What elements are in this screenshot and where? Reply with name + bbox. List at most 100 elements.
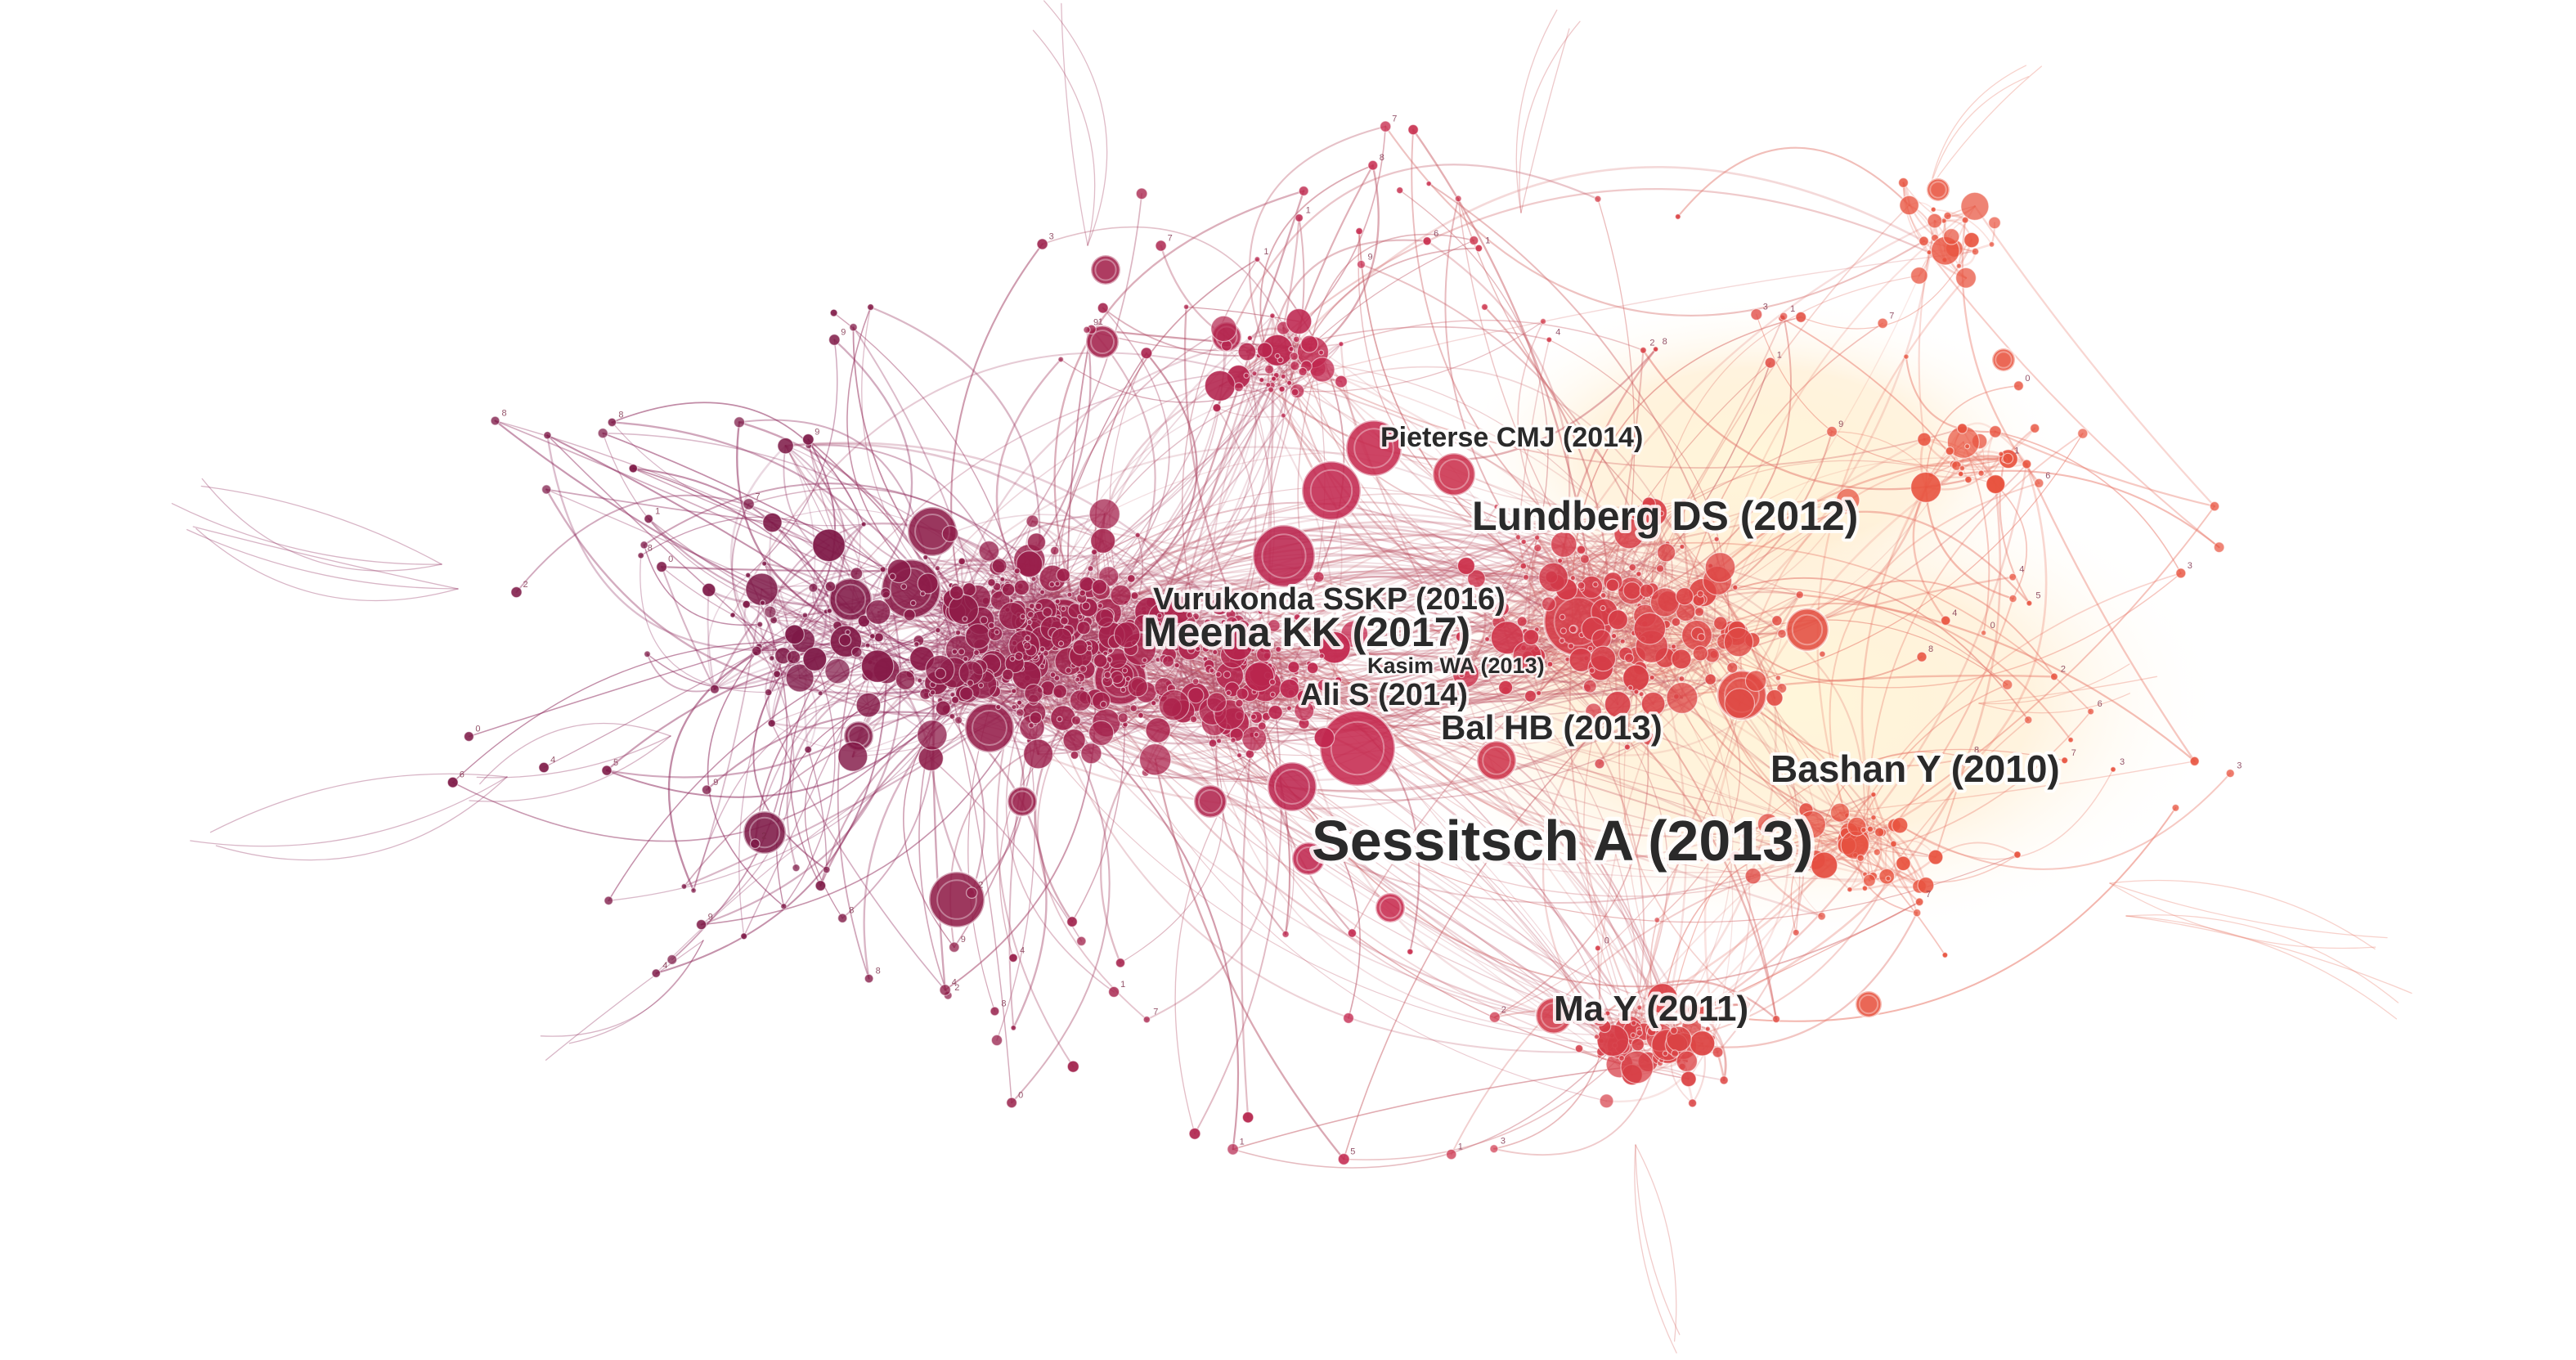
network-node: [962, 616, 968, 622]
label-bashan: Bashan Y (2010): [1770, 747, 2060, 790]
network-node: [764, 688, 773, 697]
network-node: [838, 633, 852, 647]
node-index-mark: 3: [2188, 561, 2192, 571]
citation-edge: [1317, 463, 2028, 667]
network-node: [1874, 827, 1885, 837]
citation-edge: [1225, 164, 1600, 347]
citation-edge: [545, 488, 827, 613]
network-node: [1008, 953, 1018, 963]
network-node: [1675, 1003, 1690, 1017]
network-node: [1963, 231, 1980, 249]
node-index-mark: 2: [2061, 664, 2066, 674]
network-node: [1592, 581, 1599, 588]
citation-edge: [1214, 722, 1295, 935]
network-node: [1295, 213, 1304, 222]
network-node: [1270, 375, 1277, 382]
citation-edge: [1274, 677, 1340, 713]
citation-edge: [1493, 1008, 1709, 1030]
network-node: [994, 629, 1000, 635]
network-node: [1306, 662, 1319, 675]
hub-node: [828, 577, 873, 622]
network-node: [900, 583, 908, 590]
citation-edge: [1649, 635, 1687, 1039]
network-node: [1567, 642, 1575, 650]
network-node: [1928, 849, 1944, 865]
hub-node-ring: [1261, 533, 1307, 579]
citation-edge: [1493, 1051, 1602, 1150]
network-node: [865, 599, 891, 625]
citation-edge: [171, 503, 442, 565]
network-node: [1988, 216, 2001, 230]
network-node: [951, 649, 958, 655]
node-index-mark: 2: [761, 832, 766, 842]
network-node: [1013, 579, 1030, 596]
citation-edge: [950, 243, 1043, 611]
network-node: [2002, 452, 2014, 465]
network-node: [1090, 527, 1116, 554]
hub-node: [1374, 891, 1407, 924]
network-node: [1407, 123, 1419, 136]
citation-edge: [1644, 615, 1936, 858]
citation-edge: [1838, 811, 1928, 886]
network-node: [1201, 644, 1210, 653]
network-node: [1097, 302, 1109, 314]
network-node: [1189, 715, 1198, 724]
citation-edge: [700, 568, 902, 926]
network-node: [1631, 514, 1637, 520]
network-node: [637, 551, 645, 559]
citation-edge: [1317, 576, 1640, 1030]
hub-node-ring: [1482, 746, 1511, 775]
network-node: [1613, 518, 1645, 550]
network-node: [1036, 238, 1048, 250]
citation-edge: [807, 748, 828, 871]
citation-edge: [1090, 328, 1156, 614]
citation-edge: [1219, 125, 1386, 387]
network-node: [2034, 478, 2044, 489]
network-node: [1656, 543, 1676, 563]
network-node: [1281, 930, 1290, 939]
network-node: [1025, 514, 1039, 528]
hub-node: [1251, 523, 1317, 589]
node-label-layer: Pieterse CMJ (2014) Lundberg DS (2012) V…: [1140, 420, 2063, 1032]
network-node: [1594, 945, 1601, 952]
network-node: [1134, 532, 1141, 539]
network-node: [1619, 638, 1626, 645]
citation-edge: [951, 693, 1012, 1104]
network-node: [868, 633, 876, 640]
network-node: [709, 684, 720, 694]
citation-edge: [1598, 979, 1778, 1021]
network-node: [1535, 689, 1542, 697]
citation-edge: [707, 574, 749, 690]
citation-edge: [1594, 567, 1662, 586]
network-node: [740, 932, 748, 940]
citation-edge: [1094, 258, 1259, 588]
citation-edge: [2125, 915, 2412, 994]
node-index-layer: 3021200183864294997860247393819805111797…: [460, 114, 2242, 1157]
node-index-mark: 8: [502, 409, 507, 419]
network-node: [2189, 756, 2200, 766]
network-node: [1014, 651, 1024, 661]
citation-edge: [1272, 315, 1296, 384]
network-node: [837, 913, 848, 923]
network-node: [1057, 356, 1065, 363]
citation-edge: [1892, 842, 1921, 903]
citation-edge: [1016, 607, 1603, 1053]
citation-edge: [1460, 564, 1507, 689]
network-node: [1079, 576, 1095, 592]
citation-edge: [1829, 482, 2040, 846]
network-node: [756, 621, 764, 628]
citation-edge: [1852, 684, 2008, 842]
network-node: [917, 572, 939, 595]
network-node: [1147, 637, 1154, 644]
citation-edge: [1517, 339, 1551, 538]
citation-edge: [1562, 532, 1719, 582]
network-node: [962, 656, 969, 662]
network-node: [934, 565, 941, 572]
network-node: [824, 581, 837, 592]
network-node: [1870, 814, 1877, 821]
network-node: [2110, 765, 2116, 773]
network-node: [1019, 613, 1026, 620]
hub-node: [1534, 996, 1573, 1035]
network-node: [1576, 545, 1586, 554]
hub-node-ring: [1309, 469, 1353, 513]
